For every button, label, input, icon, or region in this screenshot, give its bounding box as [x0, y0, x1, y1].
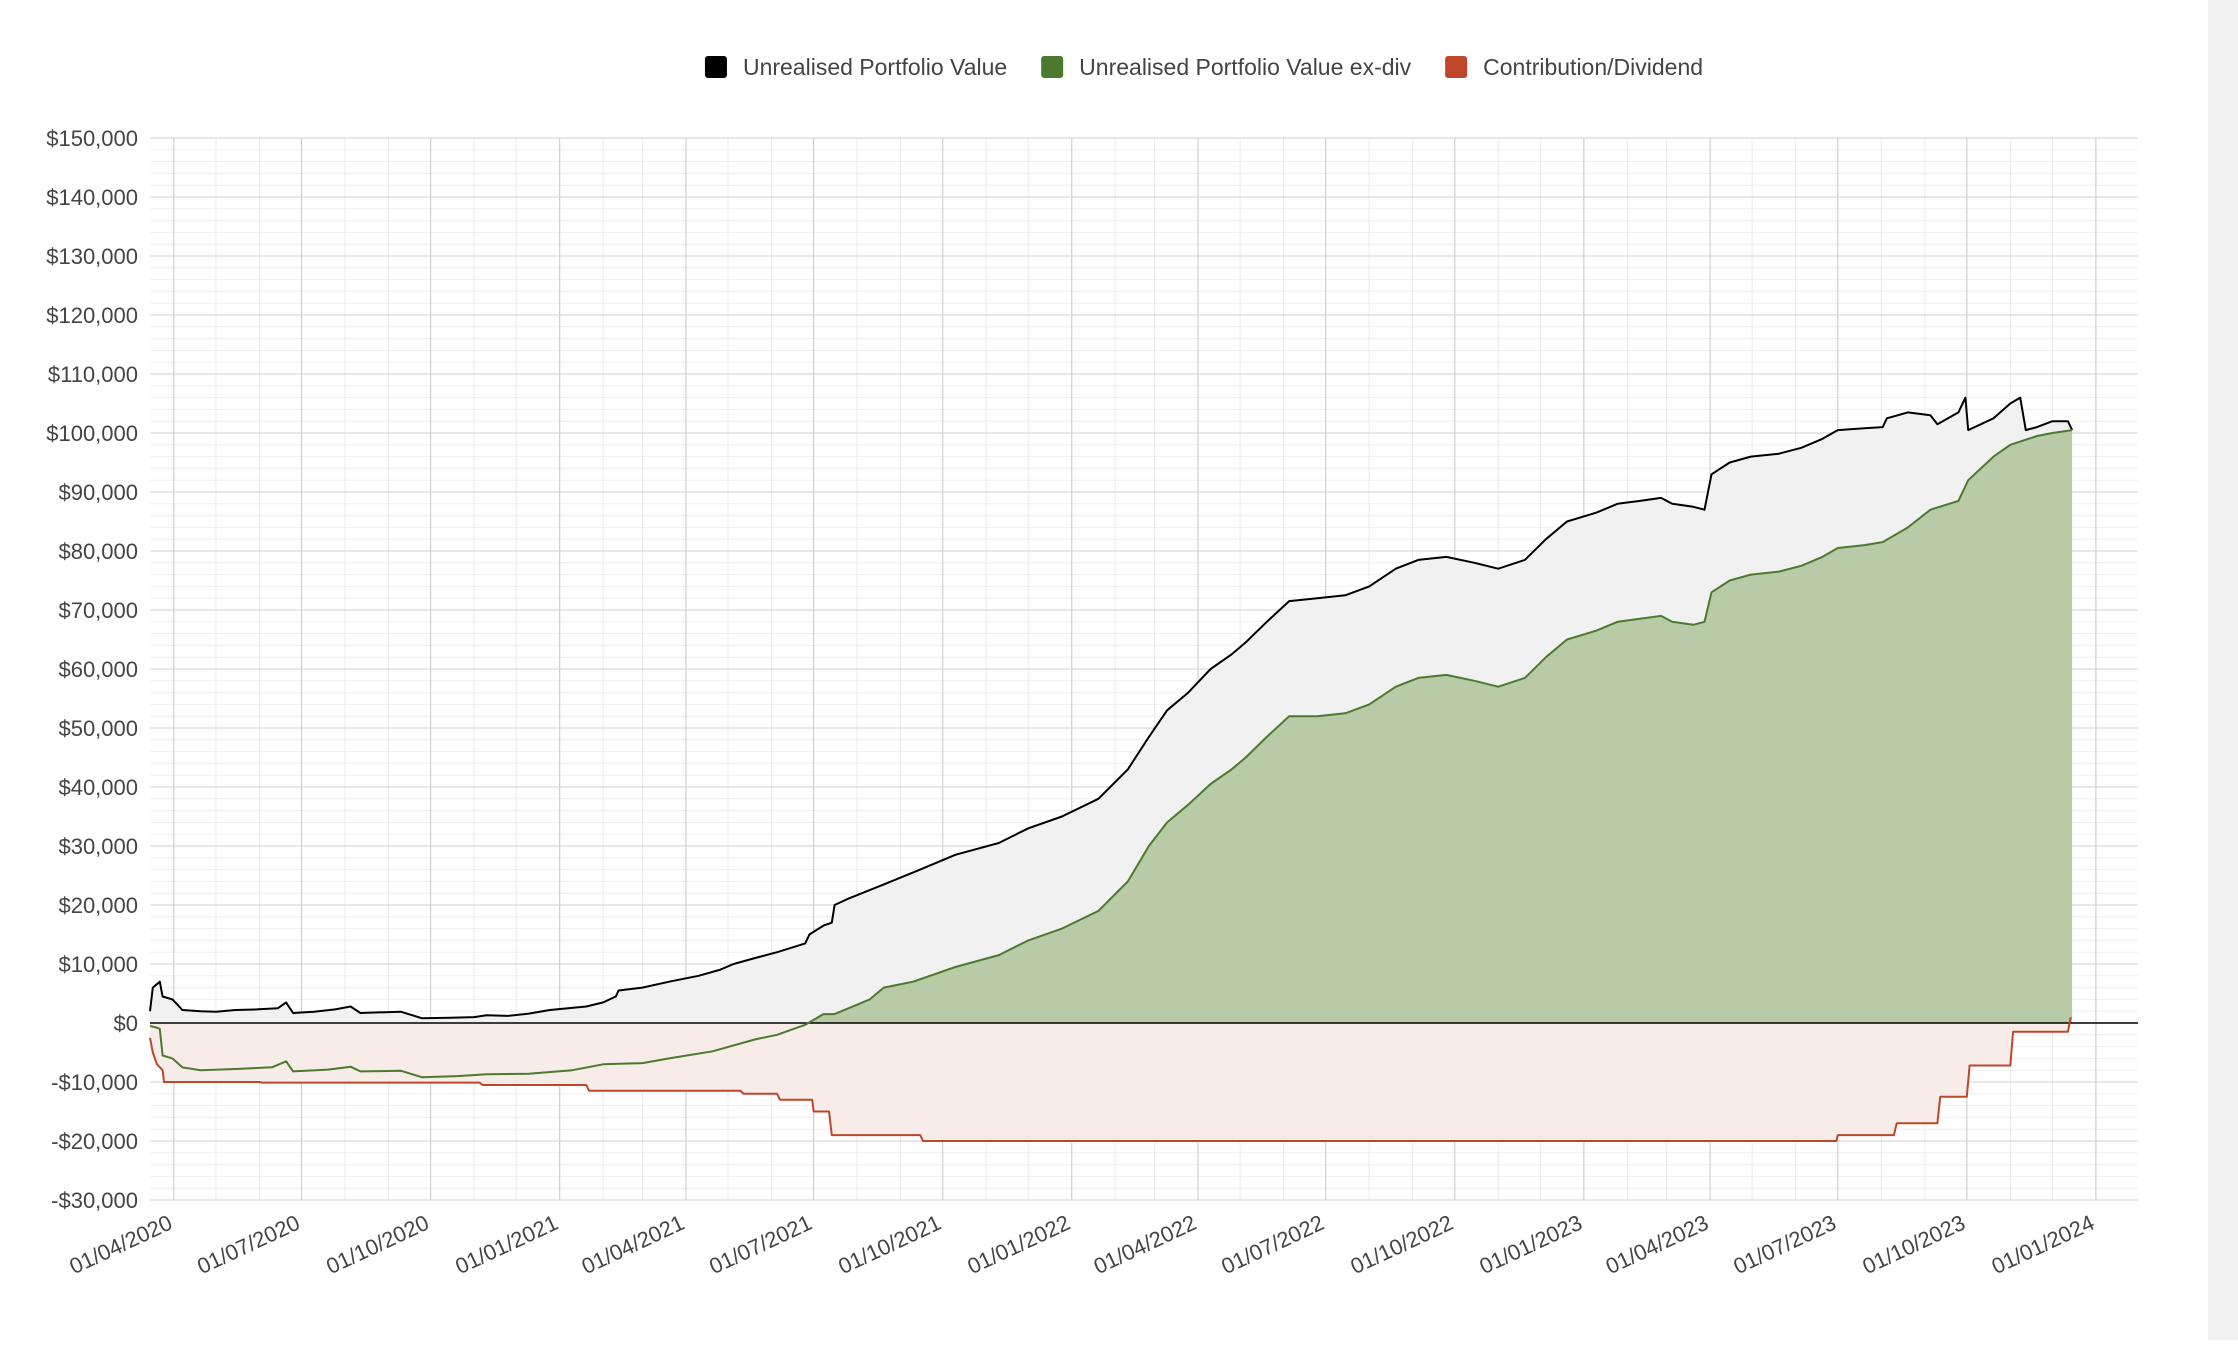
series-areas: [150, 397, 2073, 1141]
series-area-1: [150, 430, 2073, 1078]
y-tick-label: -$20,000: [51, 1129, 138, 1154]
y-tick-label: $110,000: [48, 362, 138, 387]
y-tick-label: $0: [114, 1011, 138, 1036]
series-line-0[interactable]: [149, 396, 2074, 1020]
legend-label: Contribution/Dividend: [1483, 54, 1703, 80]
legend-swatch: [1445, 56, 1468, 78]
y-tick-label: $20,000: [58, 893, 138, 918]
y-tick-label: $80,000: [58, 539, 138, 564]
y-tick-label: $90,000: [58, 480, 138, 505]
series-line-1[interactable]: [149, 429, 2073, 1079]
legend-item-2[interactable]: Contribution/Dividend: [1445, 54, 1703, 80]
y-tick-label: -$10,000: [51, 1070, 138, 1095]
legend[interactable]: Unrealised Portfolio Value Unrealised Por…: [704, 54, 1703, 80]
y-tick-label: $70,000: [58, 598, 138, 623]
legend-item-1[interactable]: Unrealised Portfolio Value ex-div: [1041, 54, 1412, 80]
y-tick-label: $150,000: [46, 126, 138, 151]
y-axis: $150,000 $140,000 $130,000 $120,000 $110,000…: [46, 126, 138, 1213]
legend-swatch: [1041, 56, 1064, 78]
y-tick-label: $30,000: [58, 834, 138, 859]
legend-swatch: [704, 56, 727, 78]
legend-label: Unrealised Portfolio Value ex-div: [1079, 54, 1411, 80]
y-tick-label: $130,000: [46, 244, 138, 269]
legend-label: Unrealised Portfolio Value: [743, 54, 1007, 80]
y-tick-label: $40,000: [58, 775, 138, 800]
legend-item-0[interactable]: Unrealised Portfolio Value: [704, 54, 1007, 80]
y-tick-label: $10,000: [58, 952, 138, 977]
y-tick-label: $140,000: [46, 185, 138, 210]
series-area-2: [150, 1017, 2071, 1141]
y-tick-label: $120,000: [46, 303, 138, 328]
y-tick-label: $60,000: [58, 657, 138, 682]
page-scrollbar[interactable]: [2208, 0, 2238, 1340]
y-tick-label: $100,000: [46, 421, 138, 446]
y-tick-label: -$30,000: [51, 1188, 138, 1213]
y-tick-label: $50,000: [58, 716, 138, 741]
series-lines: [149, 396, 2074, 1142]
series-line-2[interactable]: [149, 1016, 2072, 1142]
